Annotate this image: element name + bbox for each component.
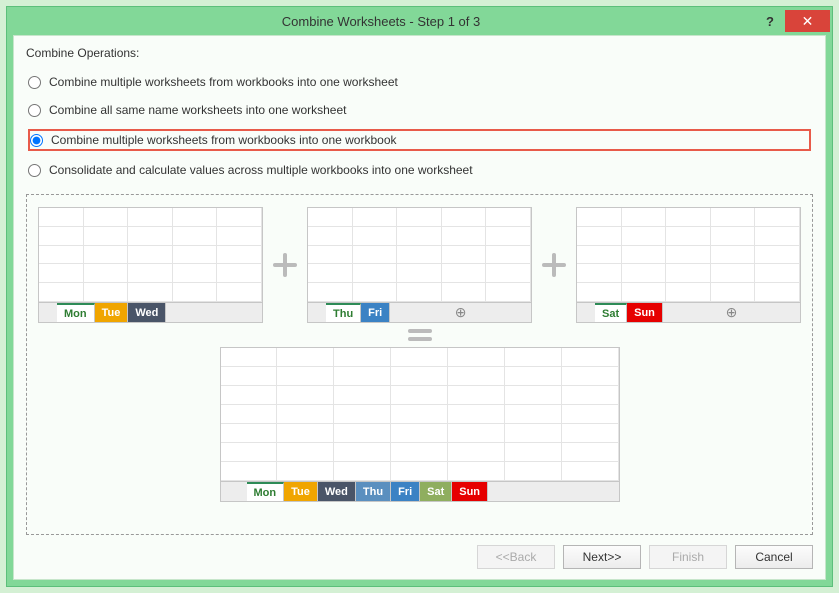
back-button[interactable]: <<Back — [477, 545, 555, 569]
source-workbook-a: MonTueWed — [38, 207, 263, 323]
result-workbook: MonTueWedThuFriSatSun — [220, 347, 620, 502]
sheet-tab-sat: Sat — [595, 303, 627, 322]
sheet-tab-thu: Thu — [326, 303, 361, 322]
radio-2[interactable] — [30, 134, 43, 147]
finish-button[interactable]: Finish — [649, 545, 727, 569]
sheet-tab-thu: Thu — [356, 482, 391, 501]
add-sheet-icon: ⊕ — [726, 304, 738, 321]
sheet-tab-sun: Sun — [627, 303, 663, 322]
titlebar: Combine Worksheets - Step 1 of 3 ? ✕ — [7, 7, 832, 35]
option-combine-same-name[interactable]: Combine all same name worksheets into on… — [28, 101, 811, 119]
wizard-buttons: <<Back Next>> Finish Cancel — [26, 535, 813, 569]
sheet-tab-tue: Tue — [284, 482, 318, 501]
sheet-tab-fri: Fri — [361, 303, 390, 322]
sheet-tab-tue: Tue — [95, 303, 129, 322]
next-button[interactable]: Next>> — [563, 545, 641, 569]
radio-0-label: Combine multiple worksheets from workboo… — [49, 75, 398, 89]
sheet-tab-sat: Sat — [420, 482, 452, 501]
sheet-tab-fri: Fri — [391, 482, 420, 501]
radio-1-label: Combine all same name worksheets into on… — [49, 103, 346, 117]
add-sheet-icon: ⊕ — [455, 304, 467, 321]
radio-2-label: Combine multiple worksheets from workboo… — [51, 133, 397, 147]
cancel-button[interactable]: Cancel — [735, 545, 813, 569]
option-consolidate[interactable]: Consolidate and calculate values across … — [28, 161, 811, 179]
radio-3[interactable] — [28, 164, 41, 177]
radio-1[interactable] — [28, 104, 41, 117]
help-icon[interactable]: ? — [755, 14, 785, 29]
option-combine-into-workbook[interactable]: Combine multiple worksheets from workboo… — [28, 129, 811, 151]
sheet-tab-sun: Sun — [452, 482, 488, 501]
source-workbook-b: ThuFri ⊕ — [307, 207, 532, 323]
sheet-tab-mon: Mon — [57, 303, 95, 322]
operations-heading: Combine Operations: — [26, 46, 813, 60]
window-title: Combine Worksheets - Step 1 of 3 — [7, 14, 755, 29]
plus-icon — [271, 251, 299, 279]
dialog-body: Combine Operations: Combine multiple wor… — [13, 35, 826, 580]
source-workbook-c: SatSun ⊕ — [576, 207, 801, 323]
radio-0[interactable] — [28, 76, 41, 89]
plus-icon — [540, 251, 568, 279]
equals-icon — [406, 329, 434, 341]
dialog-window: Combine Worksheets - Step 1 of 3 ? ✕ Com… — [6, 6, 833, 587]
sheet-tab-wed: Wed — [128, 303, 166, 322]
close-icon[interactable]: ✕ — [785, 10, 830, 32]
option-combine-into-worksheet[interactable]: Combine multiple worksheets from workboo… — [28, 73, 811, 91]
sheet-tab-wed: Wed — [318, 482, 356, 501]
sheet-tab-mon: Mon — [247, 482, 285, 501]
radio-3-label: Consolidate and calculate values across … — [49, 163, 473, 177]
illustration-panel: MonTueWed ThuFri⊕ SatSun⊕ MonTueWedThuFr… — [26, 194, 813, 535]
